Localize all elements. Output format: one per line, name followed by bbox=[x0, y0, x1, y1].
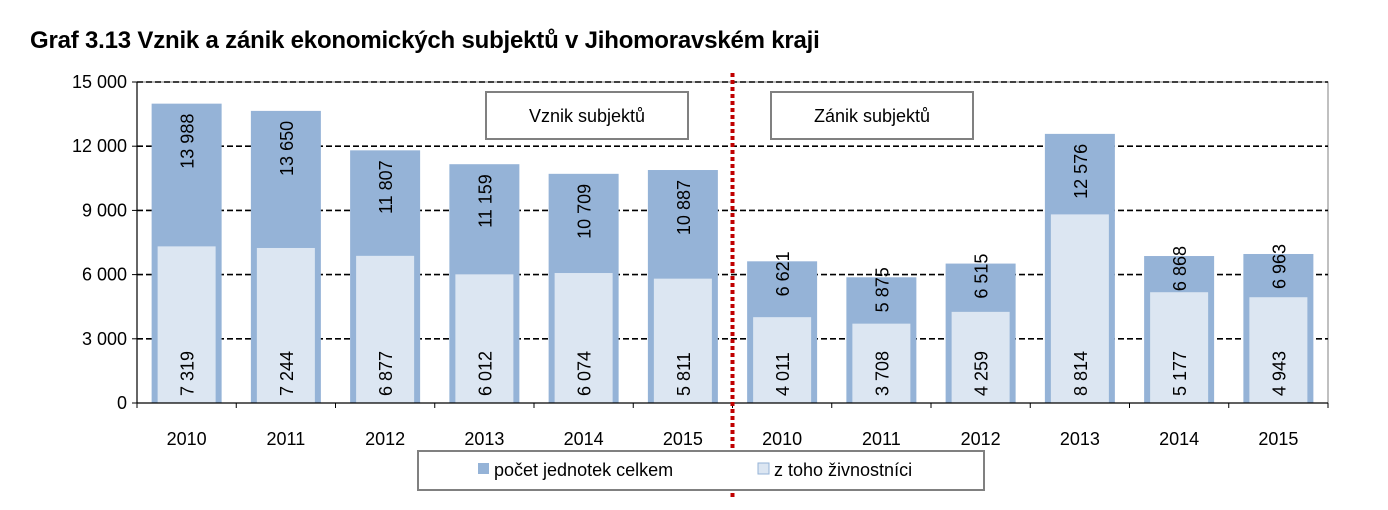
data-label-trades: 8 814 bbox=[1071, 351, 1091, 396]
x-tick-label: 2013 bbox=[464, 429, 504, 449]
x-tick-label: 2015 bbox=[1258, 429, 1298, 449]
section-boxes: Vznik subjektů Zánik subjektů bbox=[485, 91, 974, 140]
x-tick-label: 2011 bbox=[862, 429, 901, 449]
y-tick-label: 0 bbox=[117, 393, 127, 413]
bar-trades bbox=[256, 247, 315, 403]
x-tick-label: 2010 bbox=[167, 429, 207, 449]
data-label-total: 13 650 bbox=[277, 121, 297, 176]
data-label-total: 10 709 bbox=[575, 184, 595, 239]
bars bbox=[151, 103, 1314, 403]
data-label-total: 6 868 bbox=[1170, 246, 1190, 291]
data-label-total: 6 621 bbox=[773, 251, 793, 296]
data-label-total: 11 807 bbox=[376, 160, 396, 214]
legend-label-total: počet jednotek celkem bbox=[494, 460, 673, 480]
section-box-zanik bbox=[770, 91, 974, 140]
x-tick-label: 2014 bbox=[1159, 429, 1199, 449]
bar-trades bbox=[554, 273, 613, 403]
x-tick-label: 2014 bbox=[564, 429, 604, 449]
bar-trades bbox=[753, 317, 812, 403]
x-tick-label: 2013 bbox=[1060, 429, 1100, 449]
bar-trades bbox=[653, 278, 712, 403]
x-tick-label: 2015 bbox=[663, 429, 703, 449]
bar-trades bbox=[852, 323, 911, 403]
data-label-trades: 6 877 bbox=[376, 351, 396, 396]
bar-trades bbox=[951, 311, 1010, 403]
data-label-total: 6 963 bbox=[1269, 244, 1289, 289]
data-label-trades: 7 244 bbox=[277, 351, 297, 396]
legend-box bbox=[417, 450, 985, 491]
legend-swatch-total bbox=[478, 463, 489, 474]
data-label-total: 6 515 bbox=[972, 254, 992, 299]
bar-trades bbox=[157, 246, 216, 403]
data-label-trades: 6 074 bbox=[575, 351, 595, 396]
data-label-trades: 5 811 bbox=[674, 352, 694, 396]
y-tick-label: 15 000 bbox=[72, 72, 127, 92]
data-labels: 13 988 7 319 13 650 7 244 11 807 6 877 11 159 6… bbox=[178, 114, 1290, 396]
axes: 0 3 000 6 000 9 000 12 000 15 000 2010 2011 2012… bbox=[72, 72, 1329, 500]
legend-swatch-trades bbox=[757, 462, 770, 475]
x-tick-label: 2012 bbox=[961, 429, 1001, 449]
data-label-trades: 7 319 bbox=[178, 351, 198, 396]
data-label-trades: 3 708 bbox=[872, 351, 892, 396]
data-label-total: 11 159 bbox=[475, 174, 495, 228]
bar-trades bbox=[356, 255, 415, 403]
chart-title: Graf 3.13 Vznik a zánik ekonomických sub… bbox=[30, 27, 820, 54]
bar-trades bbox=[1050, 214, 1109, 403]
x-tick-label: 2010 bbox=[762, 429, 802, 449]
data-label-total: 13 988 bbox=[178, 114, 198, 169]
data-label-trades: 6 012 bbox=[475, 351, 495, 396]
section-box-vznik bbox=[485, 91, 689, 140]
data-label-total: 10 887 bbox=[674, 180, 694, 235]
y-tick-label: 3 000 bbox=[82, 329, 127, 349]
x-tick-label: 2012 bbox=[365, 429, 405, 449]
section-box-zanik-label: Zánik subjektů bbox=[814, 106, 930, 126]
bar-trades bbox=[1150, 292, 1209, 403]
x-tick-label: 2011 bbox=[267, 429, 306, 449]
section-box-vznik-label: Vznik subjektů bbox=[529, 106, 645, 126]
data-label-trades: 4 943 bbox=[1269, 351, 1289, 396]
data-label-trades: 4 259 bbox=[972, 351, 992, 396]
legend-label-trades: z toho živnostníci bbox=[774, 460, 912, 480]
data-label-trades: 4 011 bbox=[773, 352, 793, 396]
data-label-total: 12 576 bbox=[1071, 144, 1091, 199]
y-tick-label: 6 000 bbox=[82, 265, 127, 285]
data-label-trades: 5 177 bbox=[1170, 351, 1190, 396]
y-tick-label: 12 000 bbox=[72, 136, 127, 156]
bar-trades bbox=[455, 274, 514, 403]
bar-trades bbox=[1249, 297, 1308, 403]
y-tick-label: 9 000 bbox=[82, 200, 127, 220]
legend: počet jednotek celkem z toho živnostníci bbox=[417, 450, 985, 491]
data-label-total: 5 875 bbox=[872, 267, 892, 312]
